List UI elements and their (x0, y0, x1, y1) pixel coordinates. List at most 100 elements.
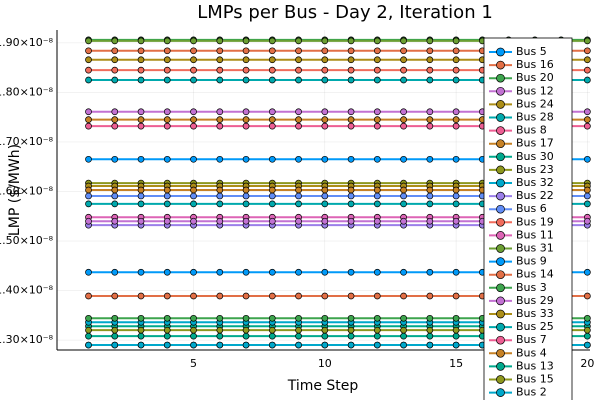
data-point (295, 192, 302, 200)
data-point (242, 192, 250, 200)
data-point (242, 341, 250, 349)
data-point (400, 186, 407, 194)
data-point (426, 268, 434, 276)
data-point (321, 116, 329, 124)
data-point (321, 292, 329, 300)
data-point (111, 200, 119, 208)
legend-label: Bus 20 (516, 71, 554, 84)
data-point (242, 326, 250, 334)
data-point (400, 76, 407, 84)
data-point (85, 268, 92, 276)
data-point (137, 37, 145, 45)
legend-marker (496, 296, 505, 306)
data-point (268, 217, 276, 225)
data-point (268, 186, 276, 194)
legend-label: Bus 28 (516, 111, 554, 124)
data-point (347, 341, 355, 349)
data-point (137, 155, 145, 163)
legend-marker (496, 47, 505, 57)
data-point (373, 192, 381, 200)
data-point (85, 47, 92, 55)
data-point (584, 122, 591, 130)
data-point (242, 332, 250, 340)
data-point (426, 292, 434, 300)
data-point (190, 66, 197, 74)
data-point (347, 108, 355, 116)
y-tick-label: 1.40×10⁻⁸ (0, 284, 54, 297)
data-point (321, 108, 329, 116)
data-point (216, 66, 224, 74)
legend-label: Bus 16 (516, 58, 554, 71)
data-point (452, 108, 460, 116)
data-point (242, 314, 250, 322)
data-point (85, 122, 92, 130)
data-point (295, 76, 302, 84)
data-point (426, 122, 434, 130)
legend-marker (496, 178, 505, 188)
legend-marker (496, 73, 505, 83)
y-tick-label: 1.60×10⁻⁸ (0, 184, 54, 197)
x-tick-label: 15 (449, 357, 463, 370)
data-point (268, 155, 276, 163)
x-tick-label: 5 (190, 357, 197, 370)
legend-label: Bus 8 (516, 124, 547, 137)
data-point (242, 217, 250, 225)
data-point (347, 47, 355, 55)
legend-label: Bus 2 (516, 386, 547, 399)
data-point (295, 332, 302, 340)
data-point (163, 66, 171, 74)
data-point (190, 341, 197, 349)
data-point (163, 268, 171, 276)
data-point (85, 155, 92, 163)
y-tick-label: 1.90×10⁻⁸ (0, 36, 54, 49)
data-point (373, 108, 381, 116)
data-point (216, 116, 224, 124)
data-point (242, 122, 250, 130)
data-point (452, 341, 460, 349)
data-point (242, 37, 250, 45)
data-point (190, 192, 197, 200)
data-point (584, 292, 591, 300)
data-point (242, 155, 250, 163)
data-point (426, 314, 434, 322)
data-point (216, 186, 224, 194)
data-point (400, 200, 407, 208)
data-point (137, 268, 145, 276)
legend-marker (496, 270, 505, 280)
data-point (85, 217, 92, 225)
data-point (373, 268, 381, 276)
legend-label: Bus 22 (516, 189, 554, 202)
data-point (85, 76, 92, 84)
data-point (426, 192, 434, 200)
data-point (163, 192, 171, 200)
data-point (268, 47, 276, 55)
legend-marker (496, 388, 505, 397)
legend-marker (496, 217, 505, 227)
data-point (137, 116, 145, 124)
data-point (426, 200, 434, 208)
legend-marker (496, 362, 505, 371)
legend-label: Bus 25 (516, 320, 554, 333)
data-point (426, 76, 434, 84)
data-point (111, 116, 119, 124)
data-point (347, 200, 355, 208)
data-point (216, 56, 224, 64)
data-point (321, 314, 329, 322)
data-point (295, 200, 302, 208)
data-point (295, 155, 302, 163)
data-point (426, 56, 434, 64)
chart-title: LMPs per Bus - Day 2, Iteration 1 (197, 2, 493, 23)
data-point (584, 192, 591, 200)
data-point (584, 155, 591, 163)
data-point (373, 326, 381, 334)
data-point (137, 192, 145, 200)
data-point (268, 37, 276, 45)
data-point (163, 326, 171, 334)
legend-label: Bus 3 (516, 281, 547, 294)
data-point (452, 314, 460, 322)
data-point (347, 56, 355, 64)
legend-label: Bus 5 (516, 45, 547, 58)
data-point (85, 200, 92, 208)
data-point (426, 155, 434, 163)
